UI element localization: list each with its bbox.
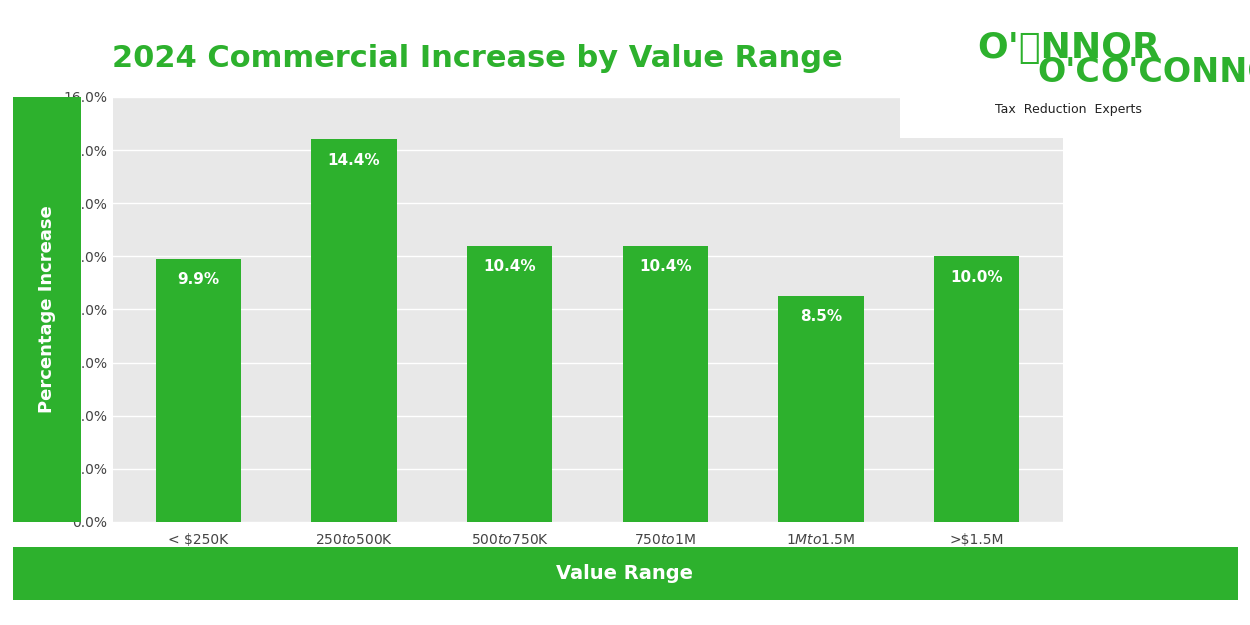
Text: O'ⓄNNOR: O'ⓄNNOR — [978, 31, 1160, 64]
Text: O'CONNOR: O'CONNOR — [1100, 56, 1250, 89]
Text: 10.4%: 10.4% — [484, 259, 536, 274]
Bar — [778, 296, 864, 522]
Text: Value Range: Value Range — [556, 564, 694, 583]
Text: 9.9%: 9.9% — [177, 272, 220, 288]
Bar — [622, 246, 708, 522]
Text: Percentage Increase: Percentage Increase — [38, 206, 56, 413]
Bar — [156, 259, 241, 522]
Text: Tax  Reduction  Experts: Tax Reduction Experts — [995, 104, 1142, 116]
Text: O'C: O'C — [1038, 56, 1100, 89]
Text: 2024 Commercial Increase by Value Range: 2024 Commercial Increase by Value Range — [112, 44, 843, 72]
Bar — [311, 139, 398, 522]
Text: 10.4%: 10.4% — [639, 259, 691, 274]
Bar — [468, 246, 552, 522]
Text: 14.4%: 14.4% — [328, 152, 380, 168]
Text: 10.0%: 10.0% — [950, 269, 1002, 284]
Bar — [934, 256, 1019, 522]
Text: 8.5%: 8.5% — [800, 309, 842, 324]
